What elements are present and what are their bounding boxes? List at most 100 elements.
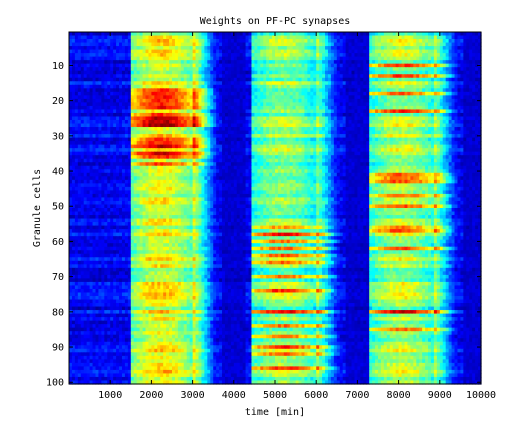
heatmap-cell <box>433 95 438 100</box>
heatmap-cell <box>166 74 170 79</box>
heatmap-cell <box>463 98 467 103</box>
heatmap-cell <box>195 123 200 128</box>
heatmap-cell <box>204 77 208 82</box>
heatmap-cell <box>425 39 429 44</box>
heatmap-cell <box>169 127 173 132</box>
heatmap-cell <box>121 70 126 75</box>
heatmap-cell <box>304 127 308 132</box>
heatmap-cell <box>142 134 147 139</box>
heatmap-cell <box>83 70 88 75</box>
heatmap-cell <box>422 49 426 54</box>
heatmap-cell <box>372 49 376 54</box>
heatmap-cell <box>130 112 135 118</box>
heatmap-cell <box>257 81 261 86</box>
heatmap-cell <box>345 127 350 132</box>
heatmap-cell <box>463 137 467 142</box>
heatmap-cell <box>227 32 232 37</box>
heatmap-cell <box>98 77 102 82</box>
heatmap-cell <box>463 70 467 75</box>
heatmap-cell <box>233 91 238 96</box>
heatmap-cell <box>428 63 432 68</box>
heatmap-cell <box>310 60 314 65</box>
heatmap-cell <box>410 81 414 86</box>
heatmap-cell <box>442 130 447 135</box>
heatmap-cell <box>145 137 150 142</box>
heatmap-cell <box>163 84 167 89</box>
heatmap-cell <box>313 81 317 86</box>
heatmap-cell <box>248 127 253 132</box>
heatmap-cell <box>183 67 188 72</box>
heatmap-cell <box>272 70 276 75</box>
heatmap-cell <box>380 46 385 51</box>
heatmap-cell <box>419 123 423 128</box>
heatmap-cell <box>83 35 88 40</box>
heatmap-cell <box>363 109 367 114</box>
heatmap-cell <box>378 123 382 128</box>
heatmap-cell <box>172 123 176 128</box>
heatmap-cell <box>116 84 120 89</box>
heatmap-cell <box>148 84 152 89</box>
heatmap-cell <box>136 53 141 58</box>
heatmap-cell <box>345 134 350 139</box>
heatmap-cell <box>119 63 123 68</box>
heatmap-cell <box>219 74 223 79</box>
heatmap-cell <box>286 53 291 58</box>
heatmap-cell <box>389 46 394 51</box>
heatmap-cell <box>157 127 161 132</box>
heatmap-cell <box>177 39 182 44</box>
heatmap-cell <box>428 70 432 75</box>
heatmap-cell <box>263 120 267 125</box>
heatmap-cell <box>148 102 152 107</box>
heatmap-cell <box>248 42 253 47</box>
heatmap-cell <box>357 67 361 72</box>
heatmap-cell <box>345 88 350 93</box>
heatmap-cell <box>251 46 255 51</box>
heatmap-cell <box>213 116 217 121</box>
heatmap-cell <box>86 109 91 114</box>
heatmap-cell <box>395 49 400 54</box>
heatmap-cell <box>336 102 341 107</box>
heatmap-cell <box>336 88 341 93</box>
heatmap-cell <box>472 42 476 47</box>
heatmap-cell <box>366 137 370 142</box>
heatmap-cell <box>439 112 444 118</box>
heatmap-cell <box>227 46 232 51</box>
heatmap-cell <box>113 53 117 58</box>
heatmap-cell <box>339 91 344 96</box>
heatmap-cell <box>69 70 73 75</box>
heatmap-cell <box>201 102 205 107</box>
heatmap-cell <box>139 84 144 89</box>
heatmap-cell <box>230 123 235 128</box>
heatmap-cell <box>463 95 467 100</box>
heatmap-cell <box>286 105 291 111</box>
heatmap-cell <box>142 127 147 132</box>
heatmap-cell <box>330 67 335 72</box>
heatmap-cell <box>263 137 267 142</box>
heatmap-cell <box>354 127 358 132</box>
heatmap-cell <box>266 116 270 121</box>
heatmap-cell <box>436 39 441 44</box>
heatmap-cell <box>110 35 114 40</box>
heatmap-cell <box>101 74 105 79</box>
heatmap-cell <box>378 60 382 65</box>
heatmap-cell <box>280 77 285 82</box>
heatmap-cell <box>457 123 461 128</box>
heatmap-cell <box>195 91 200 96</box>
heatmap-cell <box>442 53 447 58</box>
heatmap-cell <box>233 67 238 72</box>
heatmap-cell <box>445 35 450 40</box>
heatmap-cell <box>127 60 132 65</box>
heatmap-cell <box>366 109 370 114</box>
heatmap-cell <box>121 98 126 103</box>
heatmap-cell <box>71 42 76 47</box>
heatmap-cell <box>295 32 300 37</box>
heatmap-cell <box>169 134 173 139</box>
heatmap-cell <box>83 120 88 125</box>
heatmap-cell <box>121 88 126 93</box>
heatmap-cell <box>222 95 226 100</box>
heatmap-cell <box>136 109 141 114</box>
heatmap-cell <box>289 67 294 72</box>
heatmap-cell <box>174 130 179 135</box>
heatmap-cell <box>478 60 482 65</box>
heatmap-cell <box>333 53 338 58</box>
